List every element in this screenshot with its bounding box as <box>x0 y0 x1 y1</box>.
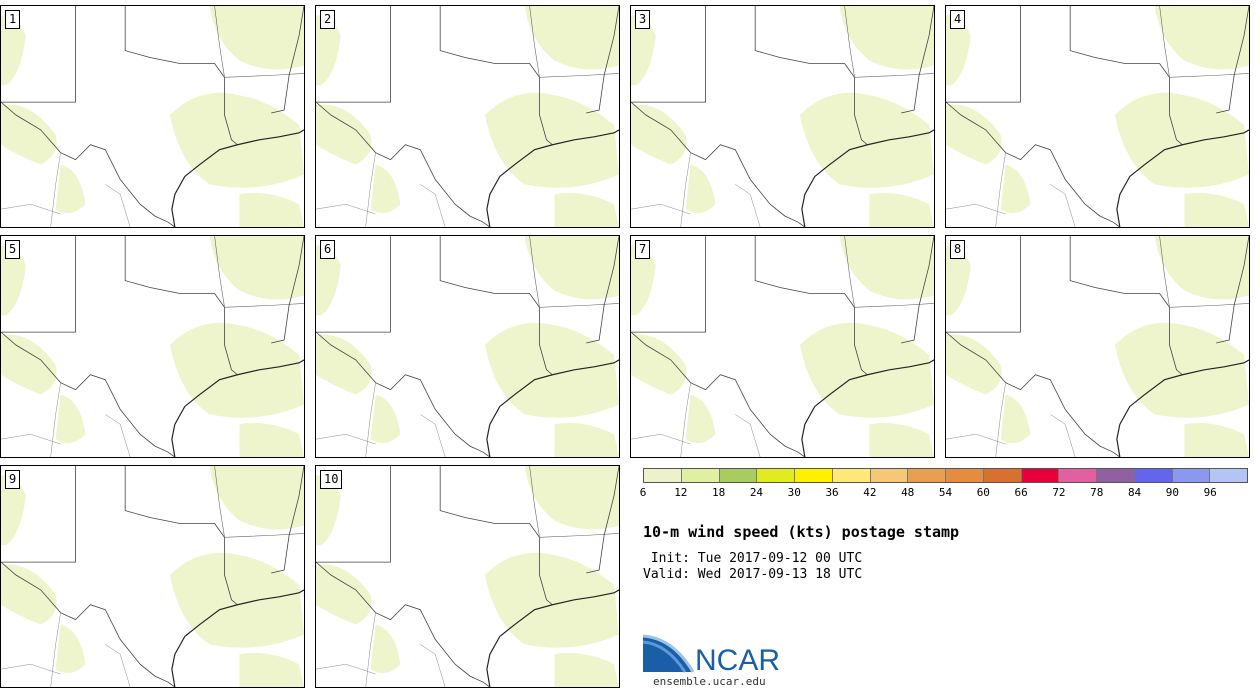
map-svg <box>1 466 304 687</box>
panel-label: 5 <box>5 240 21 259</box>
colorbar-tick: 60 <box>976 486 990 499</box>
colorbar-tick: 96 <box>1203 486 1217 499</box>
map-panel-4: 4 <box>945 5 1250 228</box>
map-panel-8: 8 <box>945 235 1250 458</box>
colorbar-segment <box>681 469 720 482</box>
map-panel-7: 7 <box>630 235 935 458</box>
colorbar-tick: 72 <box>1052 486 1066 499</box>
map-svg <box>946 236 1249 457</box>
chart-title: 10-m wind speed (kts) postage stamp <box>643 523 960 541</box>
colorbar-segment <box>946 469 984 482</box>
panel-label: 2 <box>320 10 336 29</box>
map-panel-6: 6 <box>315 235 620 458</box>
logo-url: ensemble.ucar.edu <box>653 675 766 688</box>
map-panel-9: 9 <box>0 465 305 688</box>
panel-label: 6 <box>320 240 336 259</box>
colorbar-tick: 48 <box>901 486 915 499</box>
colorbar-segment <box>719 469 758 482</box>
colorbar-tick: 18 <box>712 486 726 499</box>
colorbar-segment <box>870 469 909 482</box>
panel-label: 3 <box>635 10 651 29</box>
colorbar-tick: 24 <box>749 486 764 499</box>
colorbar-ticks: 6 12 18 24 30 36 42 48 54 60 66 72 78 84 90 96 <box>639 486 1248 500</box>
colorbar-segment <box>832 469 871 482</box>
map-panel-3: 3 <box>630 5 935 228</box>
map-svg <box>1 236 304 457</box>
colorbar-segment <box>1134 469 1173 482</box>
ncar-logo: NCAR <box>643 634 780 677</box>
panel-label: 8 <box>950 240 966 259</box>
map-panel-10: 10 <box>315 465 620 688</box>
colorbar-tick: 36 <box>825 486 839 499</box>
map-svg <box>1 6 304 227</box>
colorbar-tick: 42 <box>863 486 877 499</box>
colorbar-tick: 54 <box>938 486 953 499</box>
map-svg <box>946 6 1249 227</box>
colorbar-segment <box>983 469 1022 482</box>
panel-label: 7 <box>635 240 651 259</box>
colorbar-segment <box>644 469 682 482</box>
map-svg <box>316 466 619 687</box>
map-panel-1: 1 <box>0 5 305 228</box>
map-panel-2: 2 <box>315 5 620 228</box>
map-svg <box>316 6 619 227</box>
panel-label: 1 <box>5 10 21 29</box>
map-svg <box>631 236 934 457</box>
panel-label: 4 <box>950 10 966 29</box>
colorbar-tick: 12 <box>674 486 688 499</box>
colorbar-segment <box>1059 469 1097 482</box>
colorbar-segment <box>795 469 833 482</box>
colorbar-tick: 84 <box>1127 486 1142 499</box>
valid-time: Valid: Wed 2017-09-13 18 UTC <box>643 567 863 582</box>
colorbar-segment <box>908 469 946 482</box>
colorbar-tick: 90 <box>1165 486 1179 499</box>
colorbar-segment <box>757 469 795 482</box>
colorbar <box>643 468 1248 483</box>
panel-label: 9 <box>5 470 21 489</box>
init-time: Init: Tue 2017-09-12 00 UTC <box>643 551 863 566</box>
colorbar-tick: 6 <box>639 486 647 499</box>
map-panel-5: 5 <box>0 235 305 458</box>
colorbar-segment <box>1210 469 1247 482</box>
colorbar-tick: 30 <box>787 486 801 499</box>
ncar-logo-text: NCAR <box>695 644 780 677</box>
colorbar-segment <box>1172 469 1211 482</box>
panel-label: 10 <box>320 470 343 489</box>
map-svg <box>631 6 934 227</box>
map-svg <box>316 236 619 457</box>
colorbar-segment <box>1097 469 1135 482</box>
colorbar-segment <box>1021 469 1060 482</box>
colorbar-tick: 78 <box>1090 486 1104 499</box>
colorbar-tick: 66 <box>1014 486 1028 499</box>
